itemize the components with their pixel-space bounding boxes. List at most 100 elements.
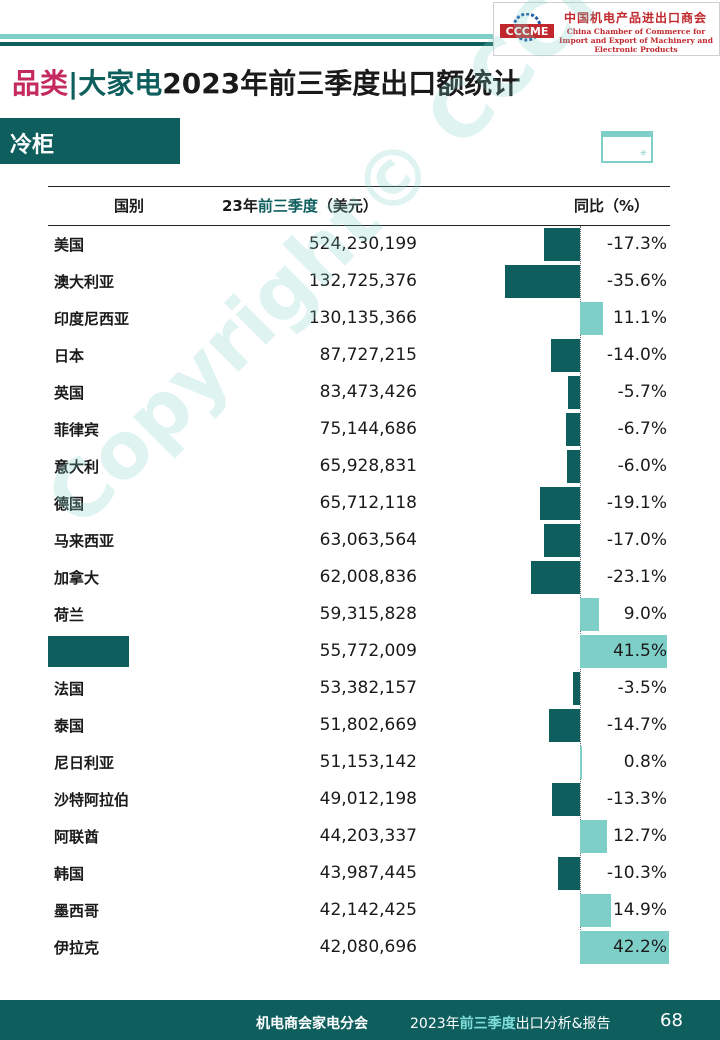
col-header-value: 23年前三季度（美元） (222, 195, 378, 216)
yoy-bar (580, 302, 604, 335)
col-header-value-highlight: 前三季度 (257, 197, 318, 215)
table-row: 泰国 51,802,669 -14.7% (48, 707, 670, 744)
table-row: 菲律宾 75,144,686 -6.7% (48, 411, 670, 448)
country-name: 阿联酋 (54, 828, 100, 846)
country-name: 英国 (54, 384, 85, 402)
export-value: 53,382,157 (319, 678, 417, 698)
export-value: 51,802,669 (319, 715, 417, 735)
country-name: 法国 (54, 680, 85, 698)
col-header-country: 国别 (114, 197, 145, 215)
table-row: 加拿大 62,008,836 -23.1% (48, 559, 670, 596)
yoy-label: -3.5% (617, 678, 667, 698)
export-value: 62,008,836 (319, 567, 417, 587)
yoy-bar (550, 339, 580, 372)
table-top-rule (48, 186, 670, 187)
title-product-group: 大家电 (78, 67, 163, 100)
table-row: 55,772,009 41.5% (48, 633, 670, 670)
yoy-bar (580, 820, 607, 853)
org-logo-block: CCCME 中国机电产品进出口商会 China Chamber of Comme… (493, 2, 720, 56)
footer-dept: 机电商会家电分会 (256, 1016, 368, 1032)
country-name: 印度尼西亚 (54, 310, 130, 328)
footer-report-highlight: 前三季度 (459, 1016, 516, 1032)
yoy-zero-line (580, 226, 581, 964)
table-row: 意大利 65,928,831 -6.0% (48, 448, 670, 485)
country-name: 日本 (54, 347, 85, 365)
table-row: 阿联酋 44,203,337 12.7% (48, 818, 670, 855)
country-name: 马来西亚 (54, 532, 115, 550)
col-header-value-prefix: 23年 (222, 197, 258, 215)
country-name: 墨西哥 (54, 902, 100, 920)
country-name: 伊拉克 (54, 939, 100, 957)
yoy-label: 42.2% (612, 937, 667, 957)
yoy-bar (558, 857, 580, 890)
yoy-label: -19.1% (606, 493, 667, 513)
yoy-bar (567, 450, 580, 483)
table-row: 印度尼西亚 130,135,366 11.1% (48, 300, 670, 337)
yoy-label: -14.0% (606, 345, 667, 365)
yoy-bar (552, 783, 580, 816)
table-row: 德国 65,712,118 -19.1% (48, 485, 670, 522)
yoy-bar (549, 709, 580, 742)
table-row: 沙特阿拉伯 49,012,198 -13.3% (48, 781, 670, 818)
export-value: 51,153,142 (319, 752, 417, 772)
export-value: 130,135,366 (308, 308, 417, 328)
yoy-bar (580, 894, 612, 927)
yoy-label: -10.3% (606, 863, 667, 883)
yoy-label: -6.7% (617, 419, 667, 439)
table-row: 尼日利亚 51,153,142 0.8% (48, 744, 670, 781)
yoy-label: -14.7% (606, 715, 667, 735)
footer-report: 2023年前三季度出口分析&报告 (410, 1013, 611, 1033)
export-value: 44,203,337 (319, 826, 417, 846)
yoy-label: 12.7% (612, 826, 667, 846)
col-header-yoy: 同比（%） (574, 197, 650, 215)
table-row: 日本 87,727,215 -14.0% (48, 337, 670, 374)
org-name-en: China Chamber of Commerce for Import and… (559, 27, 713, 54)
yoy-label: -23.1% (606, 567, 667, 587)
top-dark-bar (0, 42, 500, 46)
yoy-bar (572, 672, 580, 705)
table-row: 韩国 43,987,445 -10.3% (48, 855, 670, 892)
section-banner: 冷柜 (0, 118, 180, 164)
export-value: 59,315,828 (319, 604, 417, 624)
country-name: 菲律宾 (54, 421, 100, 439)
yoy-bar (580, 931, 669, 964)
yoy-bar (539, 487, 580, 520)
export-value: 42,142,425 (319, 900, 417, 920)
yoy-label: -35.6% (606, 271, 667, 291)
yoy-label: -6.0% (617, 456, 667, 476)
footer-report-prefix: 2023年 (410, 1016, 460, 1032)
yoy-label: -13.3% (606, 789, 667, 809)
table-row: 马来西亚 63,063,564 -17.0% (48, 522, 670, 559)
title-separator: | (68, 67, 79, 100)
yoy-bar (580, 746, 582, 779)
page-number: 68 (660, 1010, 683, 1031)
yoy-label: -17.3% (606, 234, 667, 254)
yoy-bar (531, 561, 580, 594)
yoy-label: 41.5% (612, 641, 667, 661)
export-value: 63,063,564 (319, 530, 417, 550)
top-accent-bar (0, 34, 500, 39)
yoy-label: 9.0% (623, 604, 667, 624)
country-name: 加拿大 (54, 569, 100, 587)
export-value: 87,727,215 (319, 345, 417, 365)
export-value: 55,772,009 (319, 641, 417, 661)
table-row: 澳大利亚 132,725,376 -35.6% (48, 263, 670, 300)
export-value: 42,080,696 (319, 937, 417, 957)
export-value: 49,012,198 (319, 789, 417, 809)
table-row: 英国 83,473,426 -5.7% (48, 374, 670, 411)
country-name: 泰国 (54, 717, 85, 735)
cccme-logo-icon: CCCME (500, 13, 554, 42)
yoy-bar (580, 598, 599, 631)
page-title: 品类|大家电2023年前三季度出口额统计 (12, 62, 520, 102)
footer: 机电商会家电分会 2023年前三季度出口分析&报告 68 (0, 1000, 720, 1040)
yoy-bar (505, 265, 580, 298)
export-value: 43,987,445 (319, 863, 417, 883)
country-name: 尼日利亚 (54, 754, 115, 772)
col-header-value-suffix: （美元） (317, 197, 378, 215)
country-name: 澳大利亚 (54, 273, 115, 291)
export-value: 75,144,686 (319, 419, 417, 439)
yoy-label: 0.8% (623, 752, 667, 772)
table-row: 荷兰 59,315,828 9.0% (48, 596, 670, 633)
table-header-rule (48, 225, 670, 226)
org-name-cn: 中国机电产品进出口商会 (564, 11, 708, 25)
